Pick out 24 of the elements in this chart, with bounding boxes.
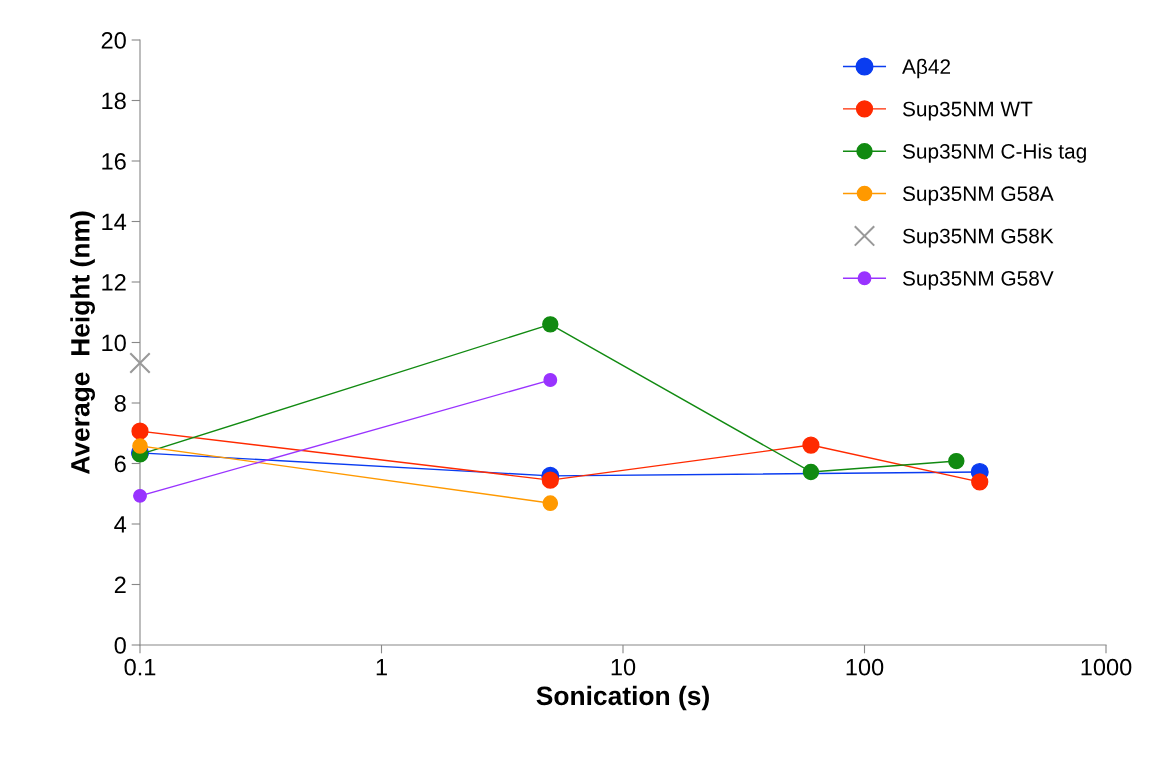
y-tick-label: 10 [102, 334, 126, 352]
y-tick-label: 18 [102, 92, 126, 110]
y-tick-label: 14 [102, 213, 127, 231]
y-tick-label: 4 [114, 516, 127, 533]
legend-label: Sup35NM WT [902, 101, 1033, 121]
y-tick-label: 8 [114, 395, 126, 412]
legend-label: Sup35NM G58A [902, 186, 1054, 206]
y-tick-label: 20 [101, 32, 126, 49]
x-tick-label: 1 [376, 659, 387, 676]
y-tick-label: 16 [102, 153, 126, 170]
y-tick-label: 0 [114, 637, 126, 654]
y-tick-label: 12 [102, 274, 126, 291]
y-tick-label: 6 [114, 455, 126, 473]
y-axis-title: Average Height (nm) [70, 211, 95, 475]
x-tick-label: 1000 [1081, 658, 1132, 676]
legend-label: Sup35NM G58V [902, 270, 1054, 290]
y-tick-label: 2 [114, 576, 126, 594]
legend-label: Sup35NM G58K [902, 228, 1054, 248]
legend-label: Sup35NM C-His tag [902, 143, 1086, 163]
x-tick-label: 0.1 [124, 658, 156, 676]
x-tick-label: 10 [611, 658, 636, 676]
x-axis-title: Sonication (s) [536, 685, 709, 711]
x-tick-label: 100 [846, 658, 884, 676]
legend-label: Aβ42 [902, 58, 951, 79]
